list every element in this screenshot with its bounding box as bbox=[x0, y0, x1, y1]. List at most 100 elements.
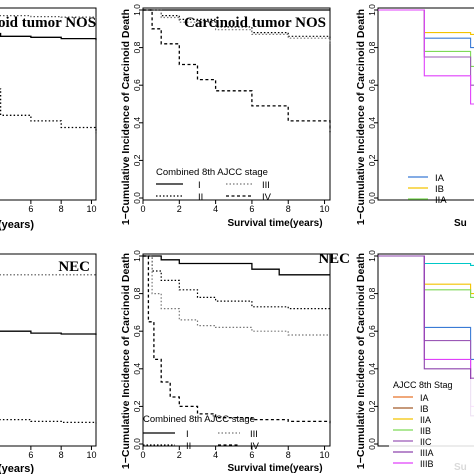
y-tick-label: 0.2 bbox=[132, 400, 142, 412]
x-tick-label: 4 bbox=[213, 204, 218, 214]
plot-frame bbox=[142, 253, 331, 447]
series-group bbox=[0, 15, 97, 134]
x-tick-label: 2 bbox=[177, 450, 182, 460]
x-tick-label: 10 bbox=[320, 450, 330, 460]
x-tick-label: 8 bbox=[59, 204, 64, 214]
tick-group: 0 2 4 6 8 10 0.0 0.2 0.4 0.6 0.8 1.0 bbox=[132, 4, 330, 214]
panel-bottom-right: 0.00.20.40.60.81.0 Su 1−Cumulative Incid… bbox=[355, 250, 474, 474]
y-tick-label: 0.8 bbox=[132, 287, 142, 299]
y-tick-label: 0.6 bbox=[367, 79, 377, 91]
series-group bbox=[378, 255, 474, 417]
series-line bbox=[0, 330, 97, 335]
x-tick-label: 2 bbox=[177, 204, 182, 214]
series-line bbox=[0, 88, 97, 134]
panel-title: NEC bbox=[318, 251, 350, 267]
panel-title: Carcinoid tumor NOS bbox=[184, 15, 326, 31]
x-tick-label: 10 bbox=[320, 204, 330, 214]
x-axis-label: Survival time(years) bbox=[227, 463, 322, 474]
y-tick-label: 0.4 bbox=[132, 363, 142, 375]
panel-top-center: 0 2 4 6 8 10 0.0 0.2 0.4 0.6 0.8 1.0 Carcinoid tumo… bbox=[120, 4, 331, 229]
legend-label: IA bbox=[420, 393, 429, 403]
series-group bbox=[0, 274, 97, 424]
y-tick-label: 0.2 bbox=[367, 400, 377, 412]
y-tick-label: 0.0 bbox=[367, 192, 377, 204]
tick-group: 6 8 10 bbox=[28, 200, 96, 214]
x-tick-label: 10 bbox=[86, 450, 96, 460]
y-tick-label: 0.0 bbox=[132, 438, 142, 450]
x-tick-label: 6 bbox=[28, 204, 33, 214]
legend-label: IIIB bbox=[420, 459, 434, 469]
panel-top-left: 6 8 10 oid tumor NOS (years) bbox=[0, 7, 97, 231]
x-tick-label: 0 bbox=[140, 204, 145, 214]
legend-label: IIC bbox=[420, 437, 432, 447]
y-axis-label: 1−Cumulative Incidence of Carcinoid Deat… bbox=[355, 9, 367, 225]
x-tick-label: 0 bbox=[140, 450, 145, 460]
legend-label: I bbox=[186, 429, 189, 440]
x-tick-label: 6 bbox=[28, 450, 33, 460]
y-tick-label: 0.2 bbox=[132, 154, 142, 166]
series-line bbox=[0, 32, 97, 41]
legend-label: III bbox=[262, 180, 270, 191]
y-tick-label: 0.0 bbox=[367, 438, 377, 450]
series-line bbox=[0, 15, 97, 18]
panel-bottom-center: 0 2 4 6 8 10 0.0 0.2 0.4 0.6 0.8 1.0 NEC Survival t… bbox=[120, 250, 350, 474]
y-tick-label: 0.6 bbox=[367, 325, 377, 337]
legend-label: IIIA bbox=[420, 448, 434, 458]
y-tick-label: 0.0 bbox=[132, 192, 142, 204]
y-tick-label: 1.0 bbox=[132, 250, 142, 262]
legend: Combined 8th AJCC stage I II III IV bbox=[156, 167, 272, 203]
legend-label: II bbox=[186, 441, 191, 452]
series-line bbox=[143, 255, 331, 424]
legend-label: IA bbox=[435, 173, 445, 184]
panel-title: NEC bbox=[58, 259, 90, 275]
y-tick-label: 1.0 bbox=[367, 4, 377, 16]
y-axis-label: 1−Cumulative Incidence of Carcinoid Deat… bbox=[355, 253, 367, 469]
legend-label: IB bbox=[420, 404, 429, 414]
series-line bbox=[143, 255, 330, 276]
y-tick-label: 0.8 bbox=[132, 41, 142, 53]
series-group bbox=[143, 255, 331, 424]
series-group bbox=[378, 9, 474, 105]
series-line bbox=[143, 9, 331, 133]
plot-frame bbox=[142, 7, 331, 201]
plot-frame bbox=[0, 7, 97, 201]
legend-background bbox=[389, 379, 474, 474]
y-tick-label: 0.8 bbox=[367, 287, 377, 299]
legend-label: IV bbox=[250, 441, 260, 452]
legend-label: III bbox=[250, 429, 258, 440]
series-line bbox=[378, 9, 474, 105]
panel-top-right: 0.0 0.2 0.4 0.6 0.8 1.0 Su 1−Cumulative Incid… bbox=[355, 4, 474, 229]
x-axis-label: (years) bbox=[0, 219, 34, 231]
legend-title: AJCC 8th Stag bbox=[393, 380, 453, 390]
legend: Combined 8th AJCC stage I II III IV bbox=[143, 414, 260, 452]
y-tick-label: 0.8 bbox=[367, 41, 377, 53]
y-tick-label: 1.0 bbox=[132, 4, 142, 16]
legend-label: IIB bbox=[420, 426, 431, 436]
legend-label: I bbox=[198, 180, 201, 191]
tick-group: 0.0 0.2 0.4 0.6 0.8 1.0 bbox=[367, 250, 378, 450]
series-line bbox=[143, 9, 331, 44]
x-tick-label: 10 bbox=[86, 204, 96, 214]
legend: IA IB IIA bbox=[408, 173, 447, 206]
legend-title: Combined 8th AJCC stage bbox=[143, 414, 255, 425]
y-tick-label: 0.6 bbox=[132, 79, 142, 91]
y-tick-label: 0.4 bbox=[367, 117, 377, 129]
x-tick-label: 6 bbox=[249, 204, 254, 214]
x-tick-label: 8 bbox=[59, 450, 64, 460]
legend-label: IIA bbox=[420, 415, 431, 425]
y-tick-label: 0.2 bbox=[367, 154, 377, 166]
x-tick-label: 6 bbox=[249, 450, 254, 460]
y-axis-label: 1−Cumulative Incidence of Carcinoid Deat… bbox=[120, 253, 132, 469]
series-line bbox=[143, 255, 330, 310]
x-tick-label: 8 bbox=[286, 450, 291, 460]
x-axis-label: Su bbox=[454, 218, 467, 229]
legend-label: IV bbox=[262, 192, 272, 203]
y-tick-label: 1.0 bbox=[367, 250, 377, 262]
x-axis-label: Survival time(years) bbox=[227, 218, 322, 229]
series-line bbox=[0, 418, 97, 424]
legend: AJCC 8th Stag IA IB IIA IIB IIC IIIA III… bbox=[389, 379, 474, 474]
legend-label: IB bbox=[435, 184, 444, 195]
panel-bottom-left: 6 8 10 NEC (years) bbox=[0, 253, 97, 474]
y-tick-label: 0.6 bbox=[132, 325, 142, 337]
